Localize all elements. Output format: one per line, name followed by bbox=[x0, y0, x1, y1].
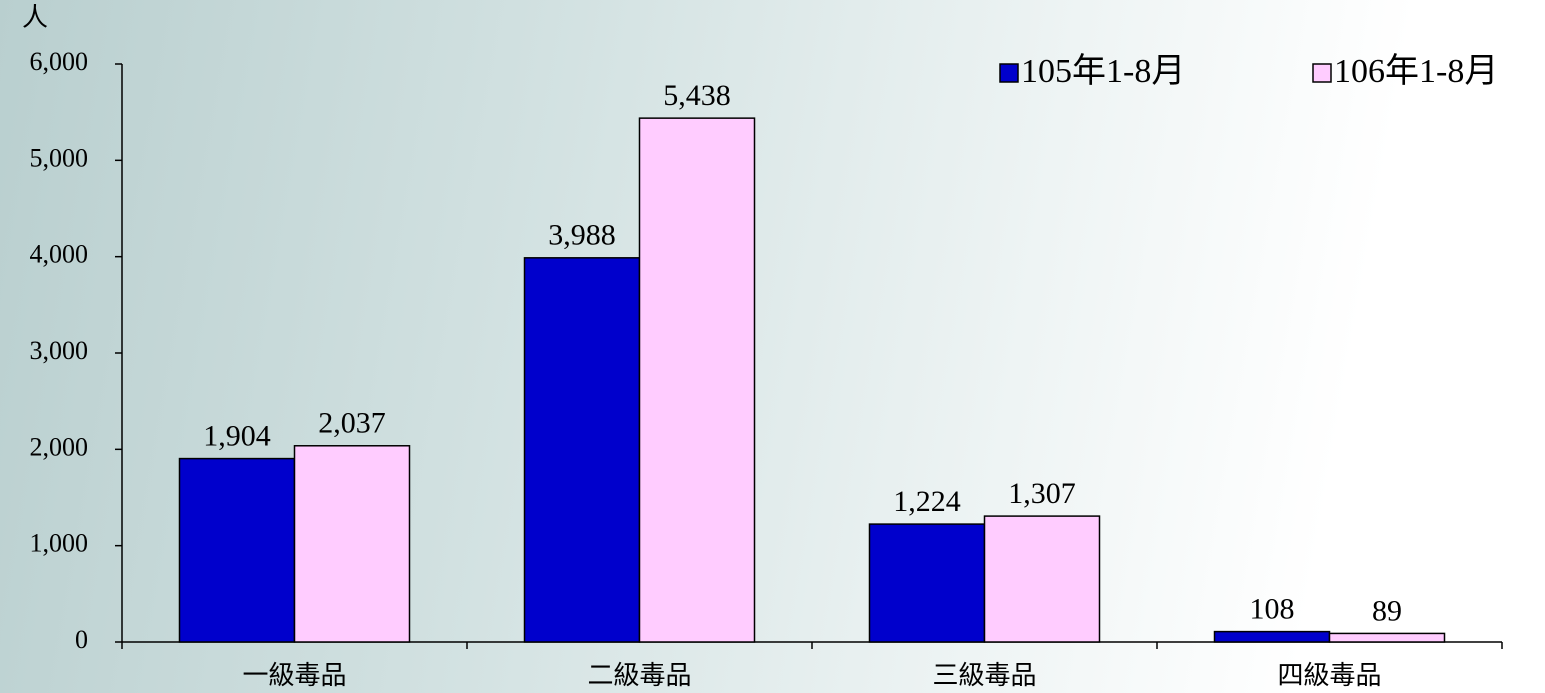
bar bbox=[178, 457, 296, 643]
y-tick-label: 2,000 bbox=[30, 432, 89, 461]
value-label: 89 bbox=[1372, 594, 1402, 627]
y-tick-label: 0 bbox=[75, 625, 88, 654]
y-tick-label: 6,000 bbox=[30, 47, 89, 76]
value-label: 1,904 bbox=[203, 419, 271, 452]
x-tick-label: 四級毒品 bbox=[1277, 661, 1381, 690]
x-tick-label: 二級毒品 bbox=[587, 661, 691, 690]
y-tick-label: 3,000 bbox=[30, 336, 89, 365]
value-label: 1,224 bbox=[893, 485, 961, 518]
y-tick-label: 1,000 bbox=[30, 529, 89, 558]
x-tick-label: 一級毒品 bbox=[242, 661, 346, 690]
value-label: 3,988 bbox=[548, 219, 616, 252]
bar bbox=[868, 523, 986, 643]
legend-label: 106年1-8月 bbox=[1334, 52, 1498, 90]
bar bbox=[638, 117, 756, 643]
value-label: 1,307 bbox=[1008, 477, 1076, 510]
value-label: 2,037 bbox=[318, 407, 386, 440]
bar bbox=[293, 445, 411, 643]
value-label: 5,438 bbox=[663, 79, 731, 112]
bar bbox=[1328, 632, 1446, 643]
y-tick-label: 5,000 bbox=[30, 143, 89, 172]
bar bbox=[1213, 630, 1331, 643]
legend-swatch bbox=[999, 63, 1019, 83]
x-tick-label: 三級毒品 bbox=[932, 661, 1036, 690]
legend-swatch bbox=[1312, 63, 1332, 83]
y-tick-label: 4,000 bbox=[30, 240, 89, 269]
bar bbox=[523, 257, 641, 643]
y-axis-unit: 人 bbox=[22, 3, 48, 32]
legend-label: 105年1-8月 bbox=[1021, 52, 1185, 90]
value-label: 108 bbox=[1250, 592, 1295, 625]
bar bbox=[983, 515, 1101, 643]
